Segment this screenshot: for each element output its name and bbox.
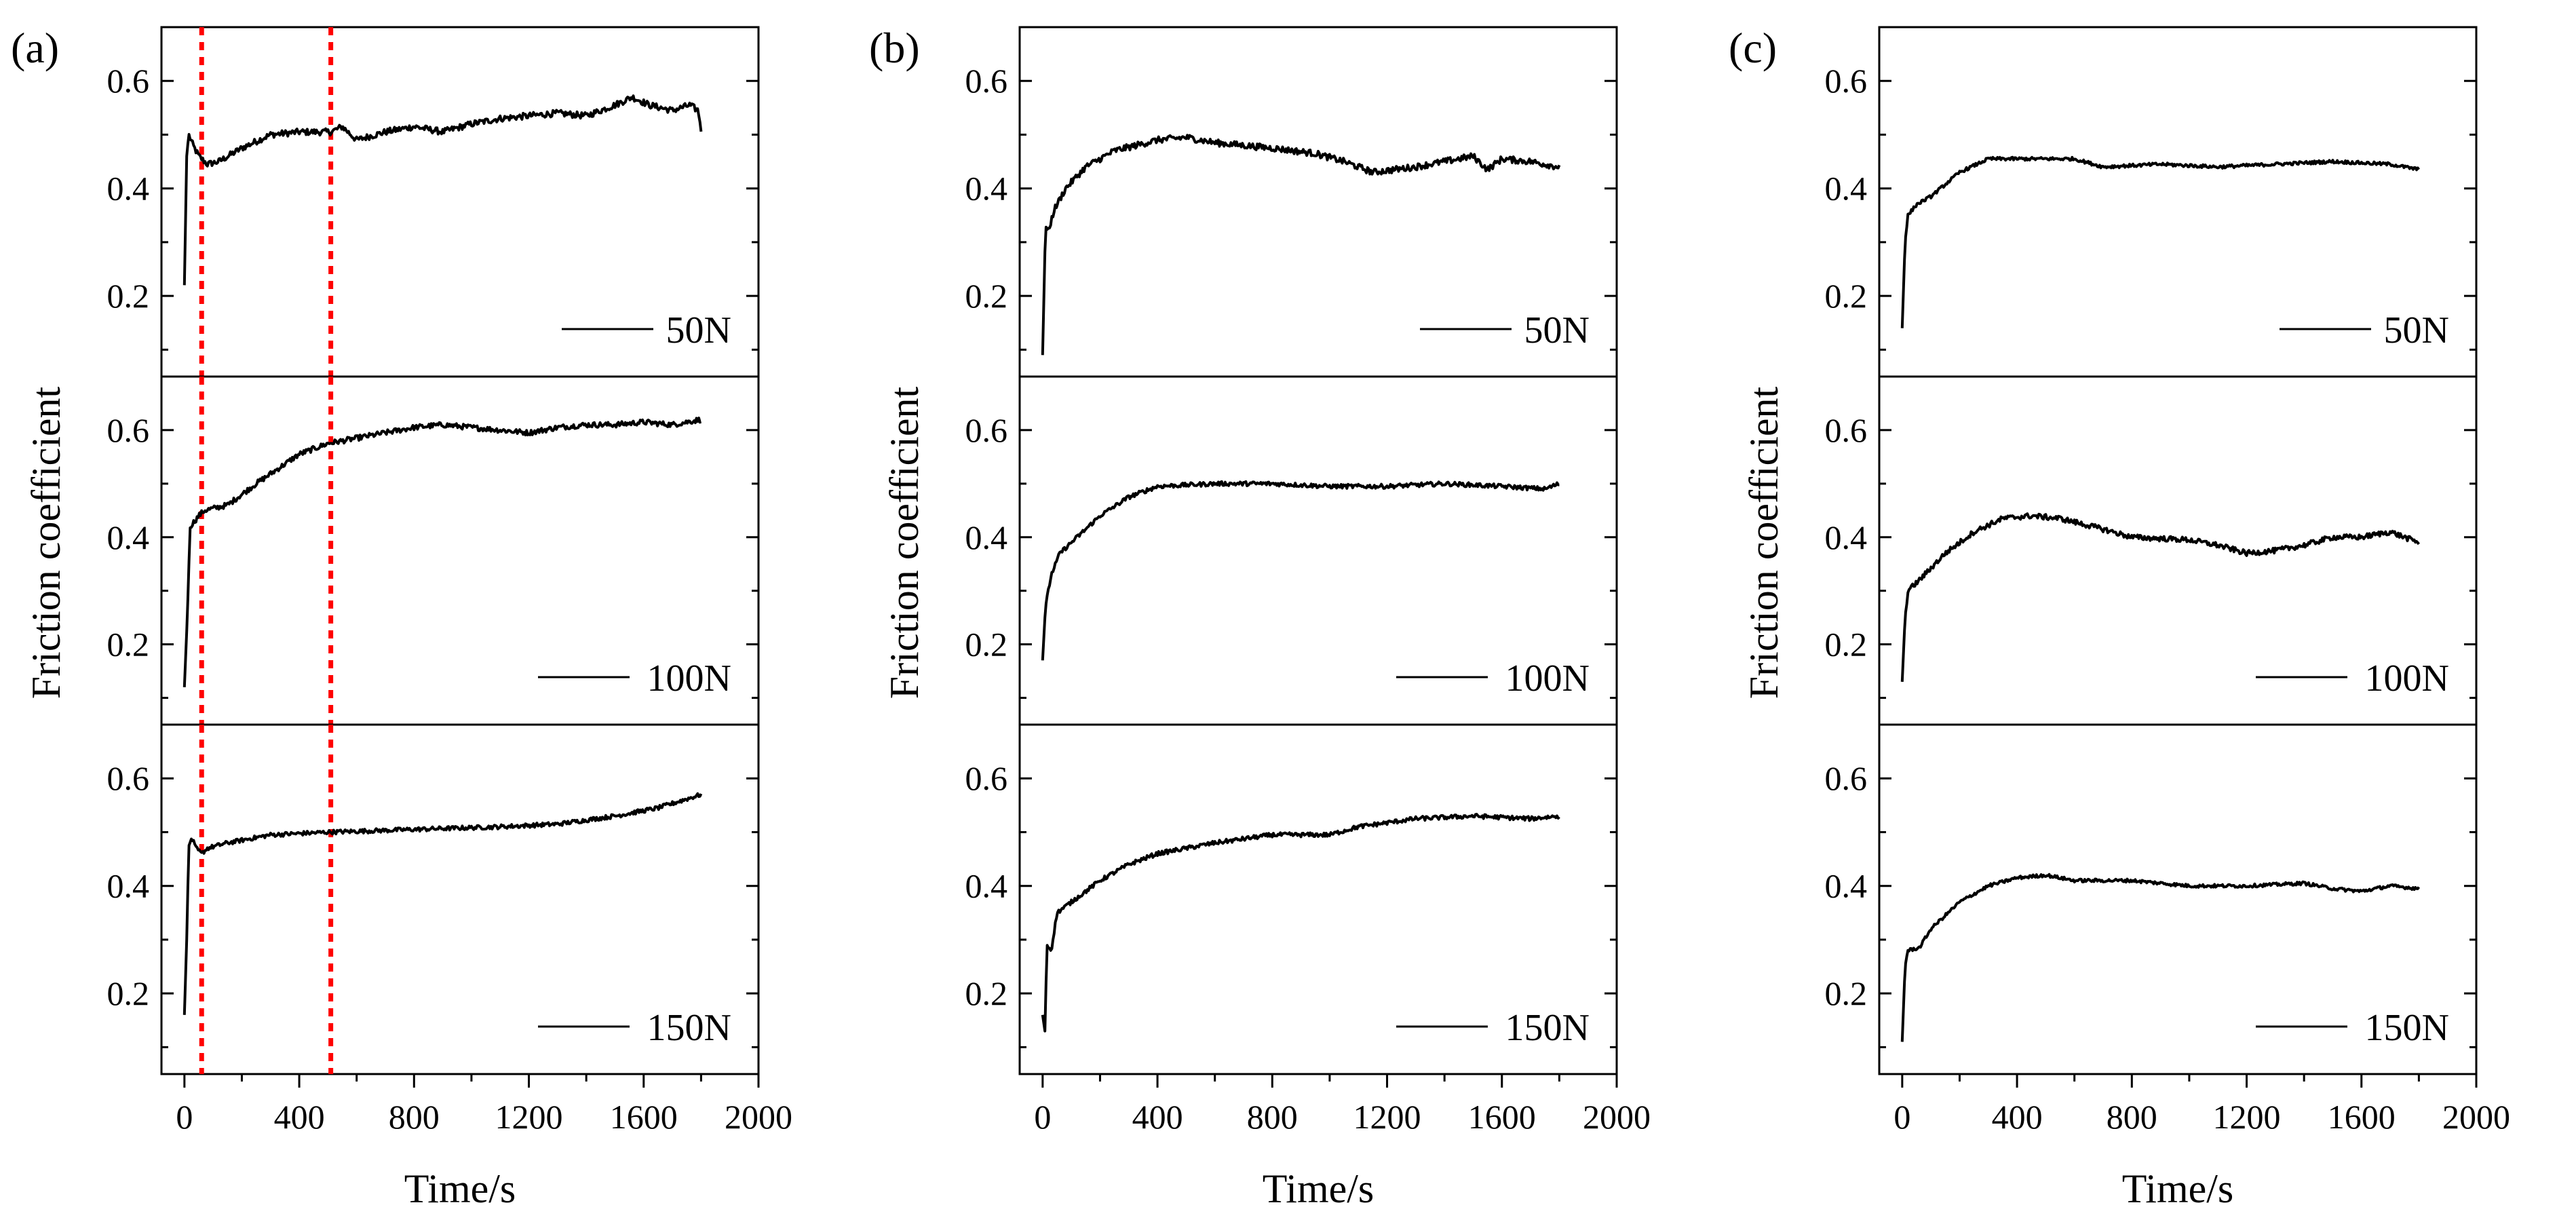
x-tick-label: 800 [389,1098,440,1136]
y-tick-label: 0.6 [1825,62,1868,100]
friction-series-line [1041,134,1561,356]
x-tick-label: 2000 [725,1098,792,1136]
y-tick-label: 0.4 [965,867,1008,905]
friction-series-line [182,792,703,1015]
y-tick-label: 0.6 [965,411,1008,449]
y-tick-label: 0.6 [107,759,150,797]
legend-label: 50N [1524,309,1590,351]
y-tick-label: 0.2 [107,974,150,1012]
y-tick-label: 0.6 [1825,759,1868,797]
y-tick-label: 0.2 [1825,974,1868,1012]
x-tick-label: 400 [1992,1098,2043,1136]
x-tick-label: 400 [274,1098,325,1136]
legend-label: 50N [666,309,731,351]
legend-label: 150N [1505,1007,1590,1049]
legend-label: 100N [647,657,731,700]
y-tick-label: 0.4 [1825,170,1868,208]
y-tick-label: 0.4 [1825,867,1868,905]
y-tick-label: 0.2 [965,277,1008,315]
legend-label: 150N [647,1007,731,1049]
legend-label: 100N [1505,657,1590,700]
y-tick-label: 0.4 [107,170,150,208]
y-tick-label: 0.2 [965,626,1008,664]
y-tick-label: 0.6 [107,62,150,100]
x-axis-title: Time/s [2122,1166,2234,1211]
plot-frame [160,723,760,1075]
y-tick-label: 0.6 [107,411,150,449]
y-tick-label: 0.2 [1825,277,1868,315]
legend-label: 150N [2365,1007,2449,1049]
x-tick-label: 1600 [1468,1098,1536,1136]
friction-series-line [1900,155,2421,328]
friction-series-line [1041,813,1560,1033]
y-tick-label: 0.4 [107,518,150,556]
y-axis-title: Friction coefficient [24,386,69,699]
x-tick-label: 0 [1034,1098,1051,1136]
x-tick-label: 400 [1132,1098,1183,1136]
legend-label: 100N [2365,657,2449,700]
y-tick-label: 0.4 [107,867,150,905]
x-tick-label: 800 [1247,1098,1298,1136]
x-tick-label: 0 [1893,1098,1910,1136]
panel-label: (c) [1729,24,1777,72]
x-tick-label: 1600 [2328,1098,2396,1136]
plot-frame [1018,723,1618,1075]
y-tick-label: 0.2 [965,974,1008,1012]
x-tick-label: 1200 [2213,1098,2281,1136]
friction-series-line [1041,480,1560,661]
x-axis-title: Time/s [1263,1166,1374,1211]
y-axis-title: Friction coefficient [882,386,927,699]
x-tick-label: 1200 [1353,1098,1421,1136]
friction-series-line [1900,873,2421,1042]
y-tick-label: 0.2 [107,277,150,315]
x-tick-label: 1200 [495,1098,563,1136]
panel-label: (b) [869,24,920,72]
plot-frame [1878,723,2478,1075]
x-tick-label: 0 [176,1098,193,1136]
y-tick-label: 0.6 [965,759,1008,797]
x-tick-label: 800 [2107,1098,2157,1136]
x-tick-label: 2000 [1583,1098,1651,1136]
y-tick-label: 0.6 [965,62,1008,100]
friction-series-line [1900,512,2420,682]
legend-label: 50N [2384,309,2449,351]
y-tick-label: 0.4 [1825,518,1868,556]
friction-series-line [182,417,702,687]
x-axis-title: Time/s [404,1166,516,1211]
x-tick-label: 1600 [610,1098,678,1136]
friction-series-line [182,94,703,286]
y-tick-label: 0.4 [965,170,1008,208]
y-tick-label: 0.2 [1825,626,1868,664]
x-tick-label: 2000 [2442,1098,2510,1136]
panel-label: (a) [11,24,59,72]
y-axis-title: Friction coefficient [1742,386,1786,699]
y-tick-label: 0.2 [107,626,150,664]
y-tick-label: 0.6 [1825,411,1868,449]
y-tick-label: 0.4 [965,518,1008,556]
plot-root: (a) 0.2 0.4 0.6 50N 0.2 0.4 0.6 100N 0.2 0.4 0.6 150… [11,24,2510,1211]
